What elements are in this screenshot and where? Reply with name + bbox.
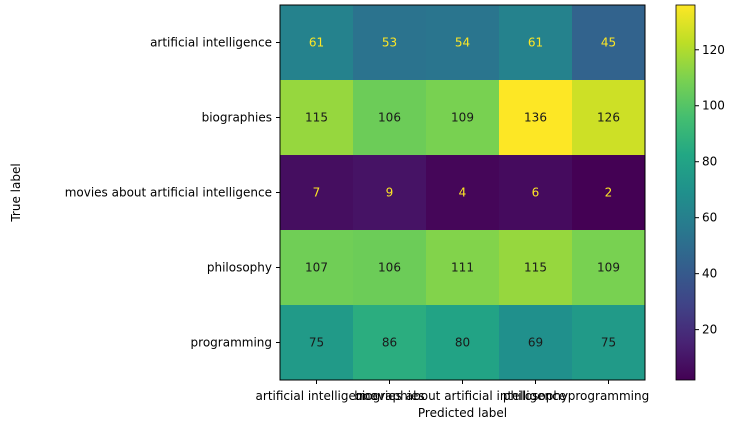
y-tick-label: artificial intelligence <box>150 36 272 50</box>
x-tick-label: programming <box>568 389 649 403</box>
heatmap-cells <box>280 5 646 381</box>
cell-value: 45 <box>601 36 616 50</box>
cell-value: 4 <box>459 186 467 200</box>
heatmap-cell <box>353 305 427 381</box>
colorbar-tick-label: 60 <box>702 211 717 225</box>
heatmap-cell <box>426 305 500 381</box>
heatmap-cell <box>499 80 573 156</box>
heatmap-cell <box>280 230 354 306</box>
heatmap-cell <box>572 230 646 306</box>
heatmap-cell <box>499 155 573 231</box>
y-axis: artificial intelligence biographies movies… <box>65 36 280 350</box>
heatmap-cell <box>426 155 500 231</box>
cell-value: 7 <box>313 186 321 200</box>
y-tick-label: movies about artificial intelligence <box>65 186 272 200</box>
cell-value: 6 <box>532 186 540 200</box>
y-tick-label: programming <box>191 336 272 350</box>
heatmap-cell <box>280 80 354 156</box>
cell-value: 109 <box>597 261 620 275</box>
x-tick-label: biographies <box>354 389 424 403</box>
colorbar-tick-label: 100 <box>702 99 725 113</box>
heatmap-cell <box>353 230 427 306</box>
cell-value: 111 <box>451 261 474 275</box>
heatmap-cell <box>499 230 573 306</box>
cell-value: 54 <box>455 36 470 50</box>
colorbar-tick-label: 20 <box>702 323 717 337</box>
heatmap-cell <box>426 5 500 81</box>
cell-value-labels: 61 53 54 61 45 115 106 109 136 126 7 9 4 6 2 107 106 111 1… <box>305 36 620 350</box>
heatmap-cell <box>353 155 427 231</box>
heatmap-cell <box>280 305 354 381</box>
cell-value: 80 <box>455 336 470 350</box>
cell-value: 106 <box>378 111 401 125</box>
cell-value: 75 <box>601 336 616 350</box>
heatmap-cell <box>572 5 646 81</box>
heatmap-cell <box>499 5 573 81</box>
cell-value: 136 <box>524 111 547 125</box>
heatmap-cell <box>353 80 427 156</box>
y-tick-label: philosophy <box>207 261 272 275</box>
cell-value: 106 <box>378 261 401 275</box>
colorbar-tick-label: 40 <box>702 267 717 281</box>
cell-value: 69 <box>528 336 543 350</box>
cell-value: 107 <box>305 261 328 275</box>
cell-value: 86 <box>382 336 397 350</box>
y-tick-label: biographies <box>202 111 272 125</box>
heatmap-cell <box>572 80 646 156</box>
colorbar-ticks: 20 40 60 80 100 120 <box>695 43 725 337</box>
colorbar-tick-label: 80 <box>702 155 717 169</box>
heatmap-cell <box>280 155 354 231</box>
cell-value: 61 <box>528 36 543 50</box>
cell-value: 61 <box>309 36 324 50</box>
x-axis: artificial intelligencebiographiesmovies… <box>256 380 649 403</box>
x-tick-label: movies about artificial intelligence <box>359 389 566 403</box>
heatmap-cell <box>280 5 354 81</box>
heatmap-cell <box>426 230 500 306</box>
x-axis-label: Predicted label <box>418 406 507 420</box>
colorbar-tick-label: 120 <box>702 43 725 57</box>
heatmap-cell <box>499 305 573 381</box>
cell-value: 126 <box>597 111 620 125</box>
cell-value: 75 <box>309 336 324 350</box>
x-tick-label: artificial intelligence <box>256 389 378 403</box>
heatmap-cell <box>572 305 646 381</box>
cell-value: 109 <box>451 111 474 125</box>
y-axis-label: True label <box>9 163 23 222</box>
cell-value: 2 <box>605 186 613 200</box>
cell-value: 9 <box>386 186 394 200</box>
x-tick-label: philosophy <box>503 389 568 403</box>
cell-value: 53 <box>382 36 397 50</box>
heatmap-cell <box>572 155 646 231</box>
colorbar <box>675 4 696 381</box>
heatmap-cell <box>426 80 500 156</box>
cell-value: 115 <box>305 111 328 125</box>
heatmap-cell <box>353 5 427 81</box>
cell-value: 115 <box>524 261 547 275</box>
